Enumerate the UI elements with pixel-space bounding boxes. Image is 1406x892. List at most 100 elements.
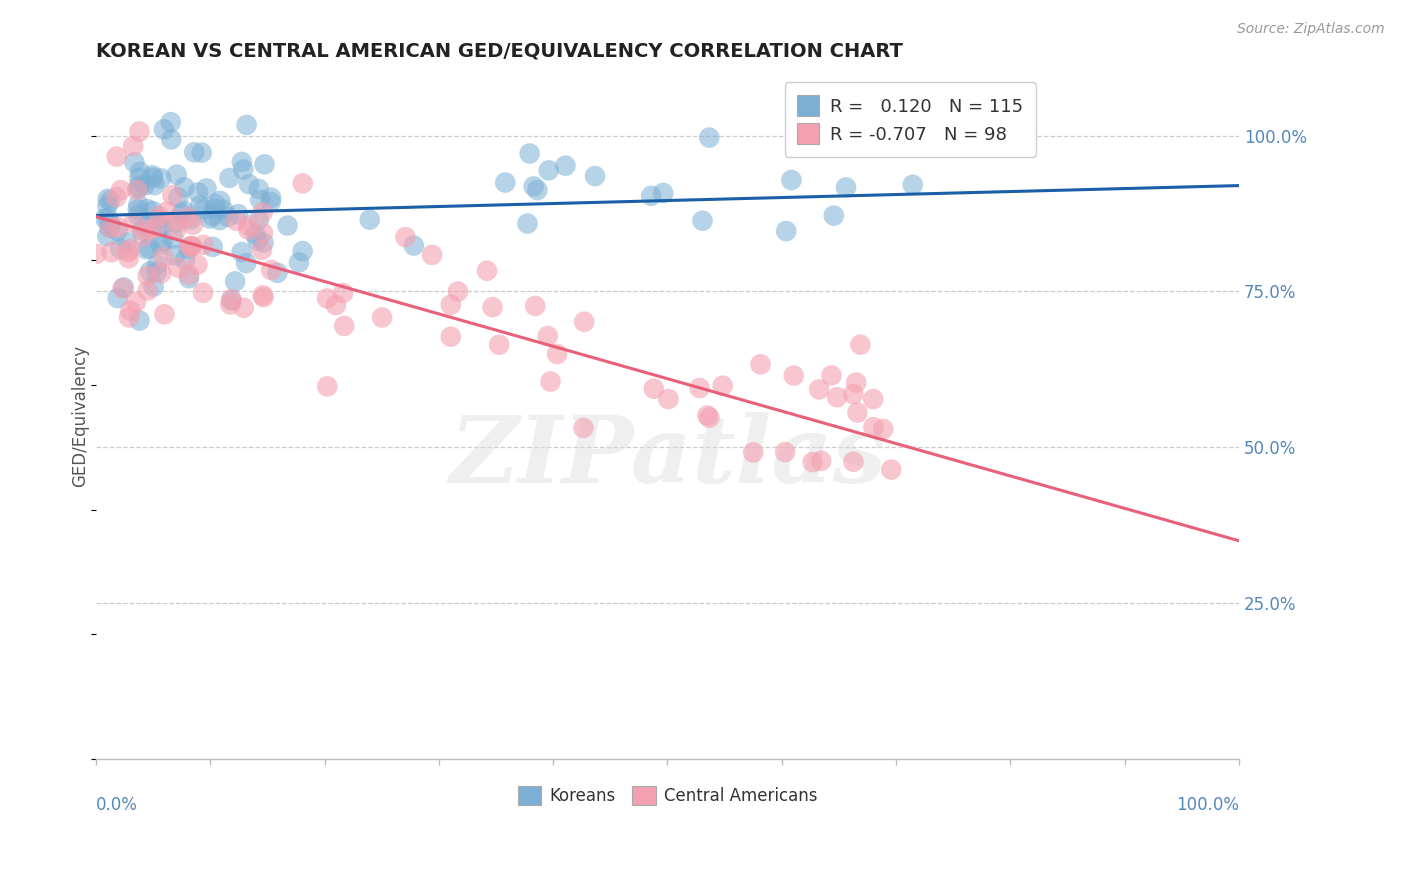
Point [107,291,129,305]
Point [204,202,226,216]
Point [193,202,215,217]
Point [235,118,257,132]
Point [110,183,132,197]
Point [526,183,548,197]
Point [277,219,299,233]
Point [849,337,872,351]
Point [155,204,177,219]
Legend: Koreans, Central Americans: Koreans, Central Americans [510,780,824,812]
Point [221,293,243,308]
Point [689,381,711,395]
Point [149,237,172,252]
Point [135,219,157,234]
Point [692,213,714,227]
Point [180,212,202,227]
Point [250,243,273,257]
Point [245,227,267,242]
Point [252,290,274,304]
Point [488,338,510,352]
Point [167,191,190,205]
Point [135,243,157,257]
Point [150,266,173,280]
Point [494,176,516,190]
Point [118,251,141,265]
Point [167,260,190,275]
Point [546,347,568,361]
Point [252,205,274,219]
Point [98,220,121,235]
Point [537,329,560,343]
Point [165,213,187,227]
Point [146,212,169,227]
Point [186,258,208,272]
Point [142,279,165,293]
Point [440,330,463,344]
Point [125,295,148,310]
Point [107,220,129,235]
Point [177,211,200,225]
Point [810,454,832,468]
Point [260,263,283,277]
Point [862,392,884,406]
Point [127,183,149,197]
Point [288,255,311,269]
Point [148,209,170,223]
Point [132,229,155,244]
Point [808,383,831,397]
Point [191,285,214,300]
Point [128,179,150,194]
Point [142,204,165,219]
Point [107,224,129,238]
Point [523,179,546,194]
Point [333,318,356,333]
Point [572,421,595,435]
Point [742,445,765,459]
Point [208,213,231,227]
Text: 0.0%: 0.0% [96,797,138,814]
Point [475,263,498,277]
Point [252,226,274,240]
Point [371,310,394,325]
Point [846,406,869,420]
Point [128,313,150,327]
Point [149,171,172,186]
Point [110,242,132,256]
Point [247,182,270,196]
Point [773,445,796,459]
Point [129,165,152,179]
Point [170,206,193,220]
Point [181,239,204,253]
Point [98,194,121,208]
Point [173,204,195,219]
Point [572,315,595,329]
Point [105,190,128,204]
Point [134,178,156,193]
Point [100,220,122,235]
Point [291,177,314,191]
Text: ZIPatlas: ZIPatlas [449,412,886,502]
Point [749,357,772,371]
Point [173,180,195,194]
Point [316,379,339,393]
Point [143,178,166,193]
Point [120,303,142,318]
Point [537,163,560,178]
Point [652,186,675,200]
Point [801,455,824,469]
Point [201,209,224,223]
Point [115,235,138,249]
Point [146,265,169,279]
Point [159,115,181,129]
Point [901,178,924,192]
Point [232,162,254,177]
Point [238,219,260,233]
Point [193,238,215,252]
Point [100,245,122,260]
Point [842,387,865,401]
Point [845,376,868,390]
Point [697,130,720,145]
Point [128,124,150,138]
Point [96,229,118,244]
Point [820,368,842,383]
Point [120,242,142,256]
